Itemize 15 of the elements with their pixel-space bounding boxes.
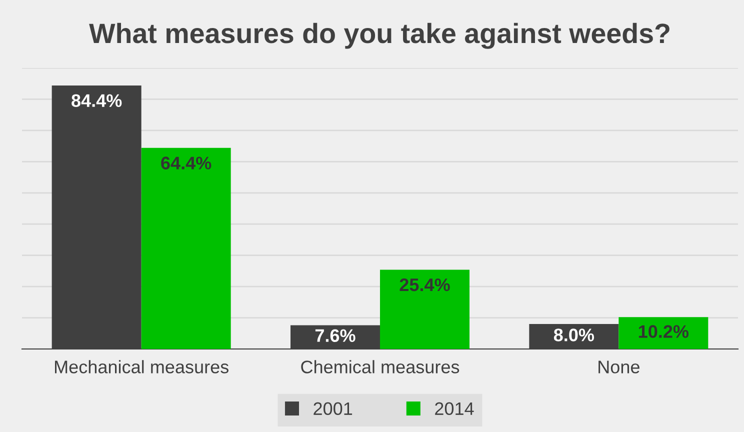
data-label: 64.4% [161,156,212,170]
data-label: 7.6% [315,329,356,342]
bar [618,317,708,349]
legend-label: 2014 [435,402,474,416]
data-label: 84.4% [72,94,122,107]
data-label: 10.2% [638,325,689,338]
bar [380,270,470,349]
chart-title: What measures do you take against weeds? [89,22,670,49]
x-tick-label: None [598,360,640,374]
x-tick-label: Mechanical measures [55,360,228,374]
data-label: 25.4% [400,278,450,292]
bar [141,148,231,349]
data-label: 8.0% [554,328,594,342]
x-tick-label: Chemical measures [301,360,460,374]
legend-label: 2001 [314,402,352,416]
